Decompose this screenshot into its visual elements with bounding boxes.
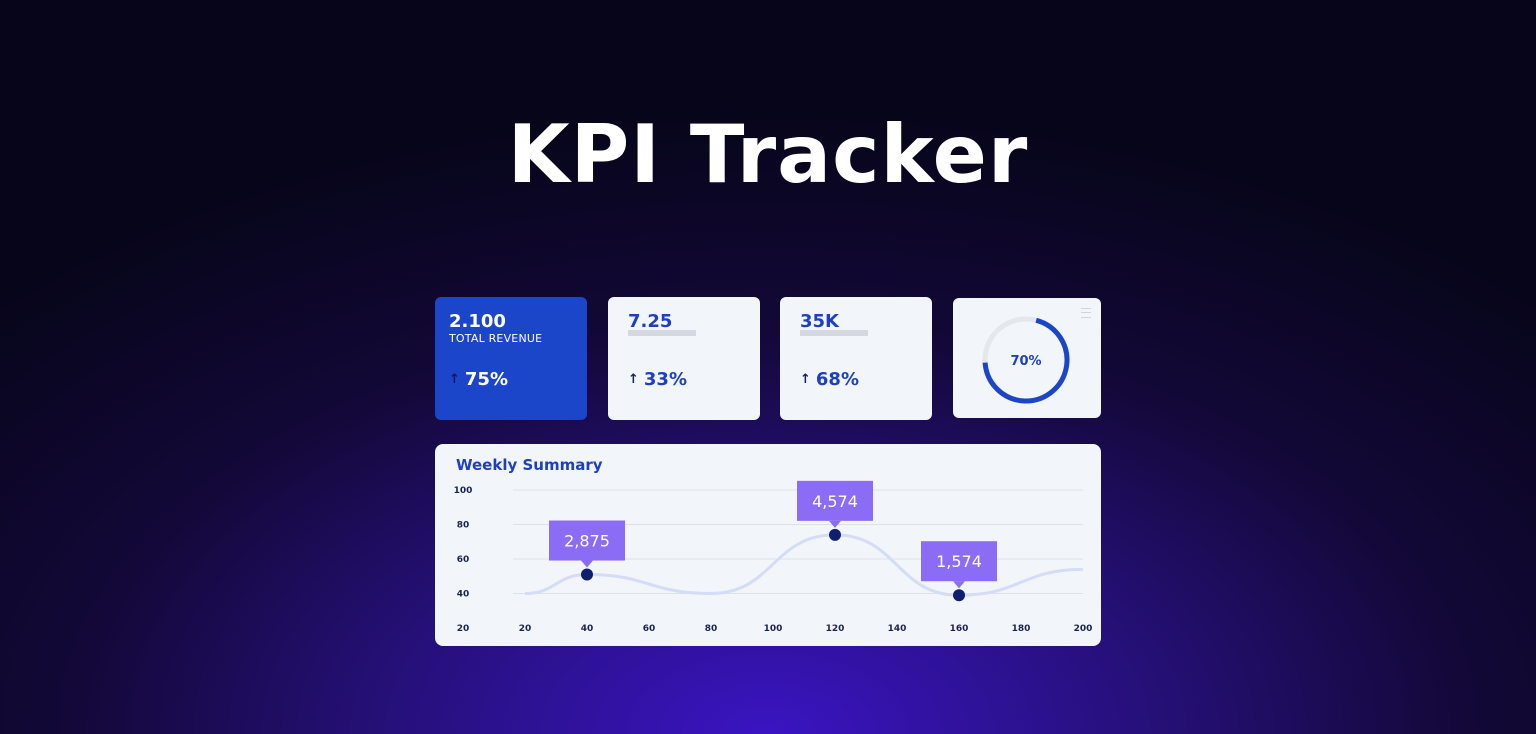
kpi-delta: ↑ 75% (449, 369, 508, 390)
callout-pointer (581, 560, 593, 568)
data-point (829, 528, 841, 541)
kpi-value: 7.25 (628, 311, 673, 332)
kpi-card-revenue[interactable]: 2.100 TOTAL REVENUE ↑ 75% (435, 297, 587, 420)
x-tick-label: 160 (950, 624, 969, 634)
kpi-delta: ↑ 33% (628, 369, 687, 390)
callout-label: 1,574 (936, 552, 982, 571)
x-tick-label: 60 (643, 624, 656, 634)
y-tick-label: 80 (457, 521, 470, 531)
y-tick-label: 20 (457, 624, 470, 634)
callout-label: 2,875 (564, 532, 610, 551)
x-tick-label: 140 (888, 624, 907, 634)
weekly-summary-card: 20 40 60 80 100 20 40 60 80 100 120 140 160 180 200 2,8… (435, 444, 1101, 646)
x-tick-label: 20 (519, 624, 532, 634)
callout-pointer (829, 520, 841, 528)
arrow-up-icon: ↑ (628, 372, 639, 387)
x-tick-label: 100 (764, 624, 783, 634)
kpi-delta-value: 33% (643, 369, 687, 390)
x-tick-label: 80 (705, 624, 718, 634)
kpi-delta-value: 68% (815, 369, 859, 390)
kpi-label: TOTAL REVENUE (449, 332, 543, 345)
value-callout (549, 520, 625, 561)
arrow-up-icon: ↑ (449, 372, 460, 387)
x-tick-label: 200 (1074, 624, 1093, 634)
y-tick-label: 60 (457, 555, 470, 565)
kpi-placeholder-bar (628, 330, 696, 336)
kpi-value: 35K (800, 311, 839, 332)
y-tick-label: 100 (454, 486, 473, 496)
data-point (581, 568, 593, 581)
gauge-chart: 70% (982, 316, 1070, 404)
data-point (953, 589, 965, 602)
callout-pointer (953, 581, 965, 589)
value-callout (797, 480, 873, 521)
kpi-value: 2.100 (449, 311, 506, 332)
x-tick-label: 40 (581, 624, 594, 634)
kpi-placeholder-bar (800, 330, 868, 336)
y-tick-label: 40 (457, 590, 470, 600)
callout-label: 4,574 (812, 492, 858, 511)
gauge-fill (982, 317, 1070, 404)
kpi-delta: ↑ 68% (800, 369, 859, 390)
x-tick-label: 120 (826, 624, 845, 634)
value-callout (921, 541, 997, 582)
kpi-card-2[interactable]: 7.25 ↑ 33% (608, 297, 760, 420)
x-tick-label: 180 (1012, 624, 1031, 634)
arrow-up-icon: ↑ (800, 372, 811, 387)
kpi-delta-value: 75% (464, 369, 508, 390)
weekly-summary-chart: 20 40 60 80 100 20 40 60 80 100 120 140 160 180 200 2,8… (454, 480, 1093, 634)
chart-title: Weekly Summary (456, 456, 603, 474)
kpi-card-gauge[interactable]: 70% (953, 298, 1101, 418)
kpi-card-3[interactable]: 35K ↑ 68% (780, 297, 932, 420)
menu-icon[interactable] (1081, 308, 1091, 318)
gauge-label: 70% (1010, 354, 1041, 369)
page-title: KPI Tracker (507, 108, 1029, 201)
